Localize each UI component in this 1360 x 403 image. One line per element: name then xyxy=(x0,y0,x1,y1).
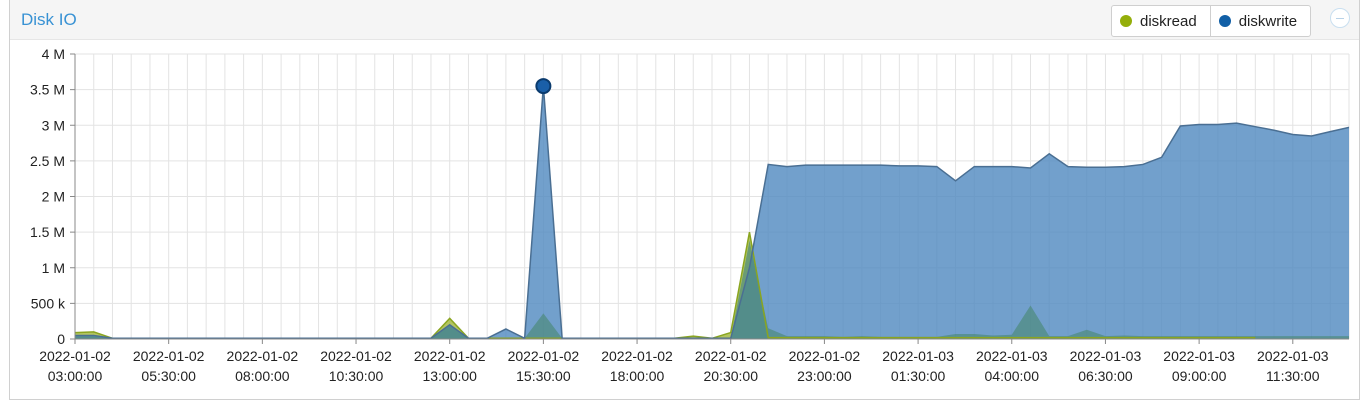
y-tick-label: 1 M xyxy=(42,260,65,276)
y-tick-label: 2.5 M xyxy=(30,153,65,169)
minus-icon xyxy=(1336,18,1344,19)
x-tick-label-time: 08:00:00 xyxy=(235,368,290,384)
x-tick-label-date: 2022-01-02 xyxy=(695,348,767,364)
highlight-point-diskwrite[interactable] xyxy=(535,78,552,95)
y-tick-label: 1.5 M xyxy=(30,224,65,240)
x-tick-label-time: 01:30:00 xyxy=(891,368,946,384)
y-tick-label: 4 M xyxy=(42,46,65,62)
legend-label-diskwrite: diskwrite xyxy=(1238,12,1298,30)
y-tick-label: 500 k xyxy=(31,295,66,311)
y-tick-label: 0 xyxy=(57,331,65,347)
area-diskread-overlap xyxy=(75,240,1349,339)
x-tick-label-date: 2022-01-03 xyxy=(882,348,954,364)
y-tick-label: 3.5 M xyxy=(30,82,65,98)
x-tick-label-time: 20:30:00 xyxy=(703,368,758,384)
x-tick-label-date: 2022-01-02 xyxy=(133,348,205,364)
x-tick-label-date: 2022-01-02 xyxy=(227,348,299,364)
x-tick-label-date: 2022-01-02 xyxy=(414,348,486,364)
line-diskwrite xyxy=(75,86,1350,340)
panel-header: Disk IO diskread diskwrite xyxy=(10,0,1359,40)
x-tick-label-date: 2022-01-02 xyxy=(601,348,673,364)
legend-item-diskwrite[interactable]: diskwrite xyxy=(1209,6,1310,36)
x-tick-label-date: 2022-01-03 xyxy=(1070,348,1142,364)
legend-item-diskread[interactable]: diskread xyxy=(1112,6,1210,36)
x-tick-label-time: 04:00:00 xyxy=(985,368,1040,384)
x-tick-label-time: 03:00:00 xyxy=(48,368,103,384)
x-tick-label-date: 2022-01-03 xyxy=(976,348,1048,364)
x-tick-label-date: 2022-01-02 xyxy=(320,348,392,364)
x-tick-label-date: 2022-01-02 xyxy=(508,348,580,364)
x-tick-label-time: 10:30:00 xyxy=(329,368,384,384)
chart-legend: diskread diskwrite xyxy=(1111,5,1312,37)
x-tick-label-date: 2022-01-03 xyxy=(1257,348,1329,364)
x-tick-label-date: 2022-01-02 xyxy=(39,348,111,364)
area-diskwrite xyxy=(75,86,1349,339)
y-tick-label: 3 M xyxy=(42,117,65,133)
x-tick-label-time: 23:00:00 xyxy=(797,368,852,384)
x-tick-label-date: 2022-01-02 xyxy=(789,348,861,364)
x-tick-label-time: 18:00:00 xyxy=(610,368,665,384)
y-tick-label: 2 M xyxy=(42,189,65,205)
collapse-panel-button[interactable] xyxy=(1330,8,1350,28)
legend-label-diskread: diskread xyxy=(1140,12,1197,30)
x-tick-label-time: 05:30:00 xyxy=(141,368,196,384)
legend-dot-diskwrite xyxy=(1218,15,1231,27)
panel-title: Disk IO xyxy=(21,10,77,29)
x-tick-label-time: 15:30:00 xyxy=(516,368,571,384)
x-tick-label-date: 2022-01-03 xyxy=(1163,348,1235,364)
x-tick-label-time: 13:00:00 xyxy=(422,368,477,384)
x-tick-label-time: 11:30:00 xyxy=(1266,368,1320,384)
x-tick-label-time: 06:30:00 xyxy=(1078,368,1133,384)
x-tick-label-time: 09:00:00 xyxy=(1172,368,1227,384)
legend-dot-diskread xyxy=(1120,15,1132,27)
